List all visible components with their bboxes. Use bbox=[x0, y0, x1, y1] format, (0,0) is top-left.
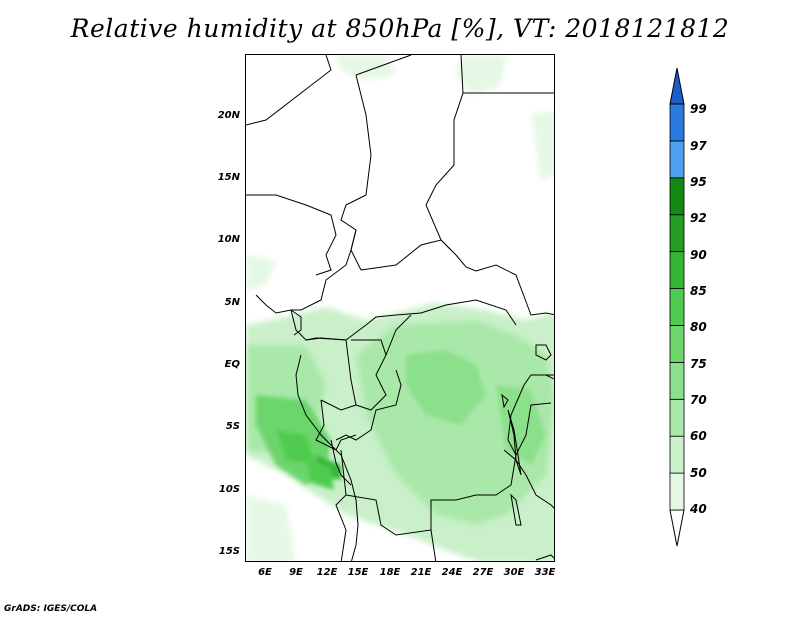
colorbar-label: 85 bbox=[690, 284, 707, 298]
lat-label: 15S bbox=[218, 546, 240, 557]
colorbar-cell bbox=[669, 214, 685, 253]
humidity-map bbox=[246, 55, 554, 561]
lon-label: 27E bbox=[472, 567, 494, 578]
colorbar-label: 70 bbox=[690, 393, 707, 407]
lon-label: 24E bbox=[441, 567, 463, 578]
lat-label: 15N bbox=[217, 172, 240, 183]
colorbar-label: 97 bbox=[690, 139, 707, 153]
lakes bbox=[501, 344, 554, 561]
lon-label: 6E bbox=[258, 567, 272, 578]
colorbar-cell bbox=[669, 103, 685, 142]
colorbar-label: 40 bbox=[690, 502, 707, 516]
colorbar-label: 75 bbox=[690, 357, 707, 371]
lat-label: 5N bbox=[224, 297, 240, 308]
lat-label: 5S bbox=[225, 421, 240, 432]
chart-title: Relative humidity at 850hPa [%], VT: 201… bbox=[70, 14, 730, 43]
lon-label: 9E bbox=[289, 567, 303, 578]
lat-label: 10N bbox=[217, 234, 240, 245]
lat-label: EQ bbox=[224, 359, 240, 370]
colorbar-cell bbox=[669, 435, 685, 474]
colorbar-label: 99 bbox=[690, 102, 707, 116]
colorbar-label: 92 bbox=[690, 211, 707, 225]
footer-credit: GrADS: IGES/COLA bbox=[4, 604, 98, 614]
colorbar-triangle-high bbox=[669, 68, 685, 105]
colorbar bbox=[669, 68, 685, 547]
colorbar-cell bbox=[669, 472, 685, 511]
lon-label: 12E bbox=[316, 567, 338, 578]
humidity-shading bbox=[246, 55, 554, 561]
lon-label: 18E bbox=[379, 567, 401, 578]
lat-label: 10S bbox=[218, 484, 240, 495]
lon-label: 33E bbox=[534, 567, 556, 578]
colorbar-cell bbox=[669, 251, 685, 289]
colorbar-cell bbox=[669, 140, 685, 179]
colorbar-label: 80 bbox=[690, 320, 707, 334]
lat-label: 20N bbox=[217, 110, 240, 121]
colorbar-cell bbox=[669, 288, 685, 326]
lon-label: 21E bbox=[410, 567, 432, 578]
colorbar-label: 95 bbox=[690, 175, 707, 189]
colorbar-label: 50 bbox=[690, 466, 707, 480]
colorbar-cell bbox=[669, 361, 685, 400]
colorbar-label: 60 bbox=[690, 429, 707, 443]
coastline bbox=[255, 294, 359, 561]
colorbar-cell bbox=[669, 398, 685, 437]
colorbar-cell bbox=[669, 177, 685, 216]
colorbar-label: 90 bbox=[690, 248, 707, 262]
lon-label: 30E bbox=[503, 567, 525, 578]
colorbar-triangle-low bbox=[669, 509, 685, 547]
colorbar-cell bbox=[669, 325, 685, 363]
lon-label: 15E bbox=[347, 567, 369, 578]
map-panel bbox=[245, 54, 555, 562]
